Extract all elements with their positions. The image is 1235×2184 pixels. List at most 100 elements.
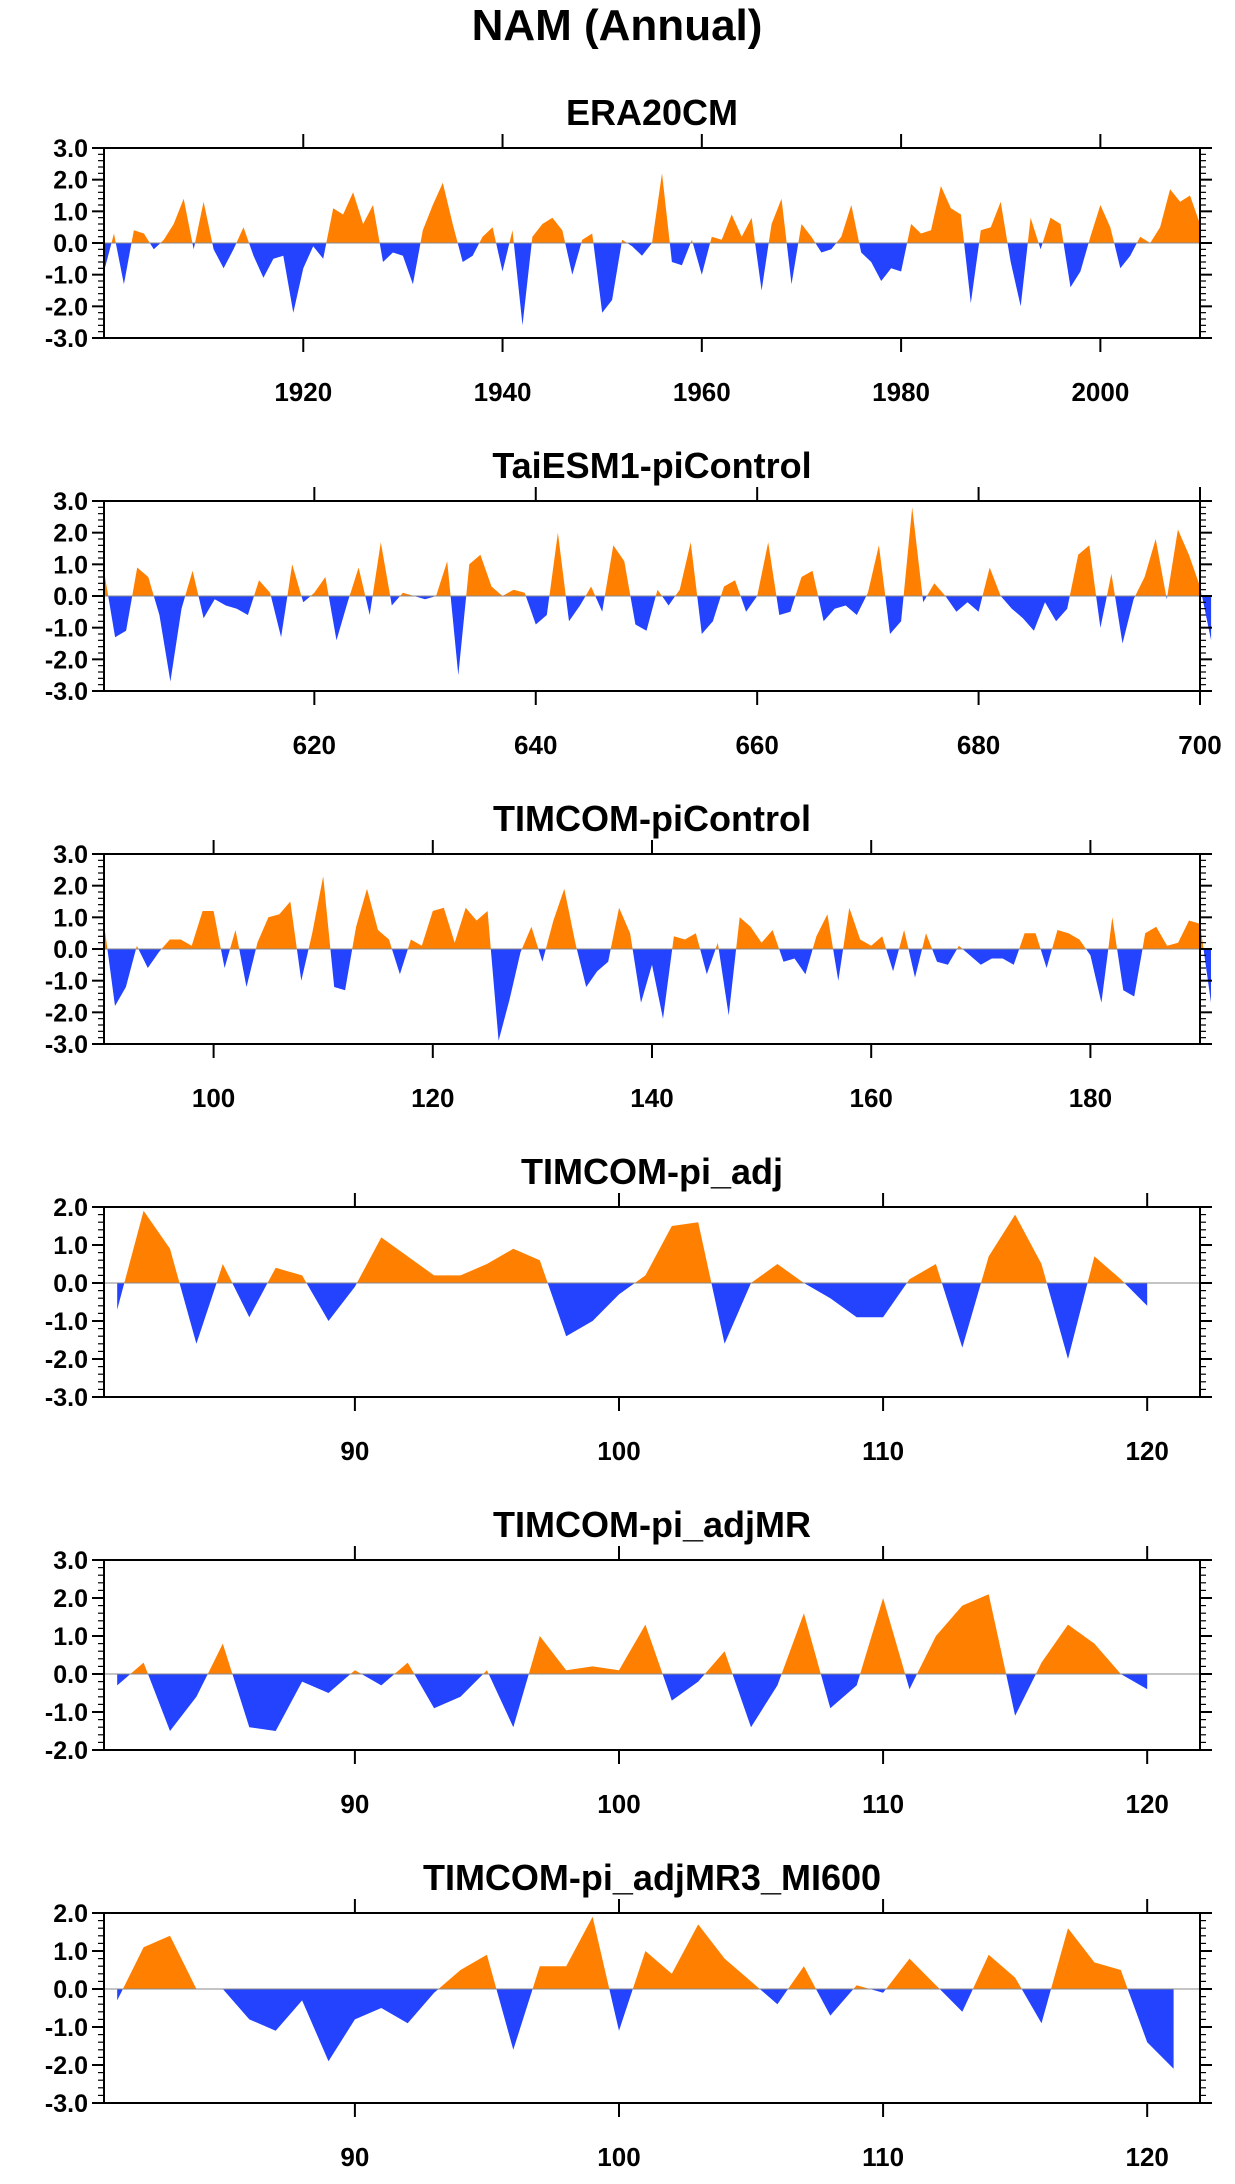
positive-area <box>899 930 909 949</box>
negative-area <box>153 596 186 682</box>
panel-title: TIMCOM-pi_adjMR <box>493 1504 811 1545</box>
negative-area <box>379 243 421 285</box>
x-tick-label: 110 <box>862 2142 904 2172</box>
y-tick-label: 0.0 <box>53 583 88 611</box>
chart-timcom-picontrol: TIMCOM-piControl 3.0 2.0 1.0 0.0 -1.0 -2.0 -3.… <box>45 798 1212 1113</box>
positive-area <box>394 1662 415 1674</box>
positive-area <box>903 507 923 596</box>
positive-area <box>407 907 491 949</box>
negative-area <box>547 1283 635 1337</box>
negative-area <box>270 596 288 638</box>
positive-area <box>634 1222 712 1283</box>
y-tick-label: 2.0 <box>53 1900 88 1928</box>
negative-area <box>149 243 161 250</box>
positive-area <box>528 1624 663 1674</box>
negative-area <box>945 596 983 612</box>
positive-area <box>922 933 933 949</box>
y-tick-label: -2.0 <box>45 2052 88 2080</box>
negative-area <box>117 1674 131 1686</box>
positive-area <box>768 198 787 243</box>
positive-area <box>161 911 221 949</box>
positive-area <box>326 192 380 243</box>
positive-area <box>479 227 497 243</box>
negative-area <box>630 596 656 631</box>
negative-area <box>391 949 408 975</box>
negative-area <box>513 243 532 326</box>
x-tick-label: 100 <box>192 1083 235 1113</box>
negative-area <box>759 1989 788 2005</box>
negative-area <box>249 243 327 313</box>
y-tick-label: 3.0 <box>53 1547 88 1575</box>
positive-area <box>132 567 154 596</box>
negative-area <box>296 949 309 981</box>
positive-area <box>812 914 834 949</box>
negative-area <box>692 243 711 275</box>
negative-area <box>525 596 550 625</box>
x-tick-label: 660 <box>735 730 778 760</box>
y-tick-label: -2.0 <box>45 646 88 674</box>
plot-frame <box>103 1559 1201 1751</box>
y-tick-label: 1.0 <box>53 198 88 226</box>
positive-area <box>866 545 886 596</box>
positive-area <box>957 945 963 949</box>
positive-area <box>788 1966 816 1989</box>
positive-area <box>1052 930 1086 949</box>
positive-area <box>860 1598 906 1674</box>
negative-area <box>192 243 195 250</box>
y-tick-label: -1.0 <box>45 1308 88 1336</box>
negative-area <box>700 949 716 975</box>
negative-area <box>117 1989 123 2001</box>
negative-area <box>1040 949 1052 968</box>
negative-area <box>301 596 311 603</box>
positive-area <box>982 567 1001 596</box>
positive-area <box>124 1210 180 1283</box>
positive-area <box>581 233 594 243</box>
positive-area <box>720 580 741 596</box>
x-tick-label: 2000 <box>1071 377 1129 407</box>
negative-area <box>1000 596 1070 631</box>
negative-area <box>390 596 401 606</box>
x-tick-label: 1920 <box>274 377 332 407</box>
positive-area <box>287 564 302 596</box>
positive-area <box>1027 217 1039 243</box>
x-tick-label: 1940 <box>474 377 532 407</box>
negative-area <box>776 596 796 615</box>
negative-area <box>1203 949 1211 1003</box>
x-tick-label: 640 <box>514 730 557 760</box>
negative-area <box>490 949 522 1041</box>
negative-area <box>1117 949 1143 997</box>
y-tick-label: -1.0 <box>45 968 88 996</box>
negative-area <box>1086 949 1109 1003</box>
negative-area <box>1115 596 1136 644</box>
y-tick-label: -2.0 <box>45 1737 88 1765</box>
positive-area <box>1019 933 1041 949</box>
positive-area <box>1035 1624 1121 1674</box>
negative-area <box>108 596 133 638</box>
y-tick-label: -3.0 <box>45 1384 88 1412</box>
negative-area <box>1166 596 1168 600</box>
negative-area <box>414 1674 484 1709</box>
positive-area <box>254 580 271 596</box>
negative-area <box>786 243 799 285</box>
positive-area <box>267 1267 307 1283</box>
negative-area <box>669 243 691 266</box>
negative-area <box>1127 1989 1174 2069</box>
positive-area <box>715 942 719 949</box>
negative-area <box>939 1989 973 2012</box>
negative-area <box>212 243 237 269</box>
positive-area <box>352 888 392 949</box>
figure-title: NAM (Annual) <box>472 1 763 50</box>
positive-area <box>130 1662 148 1674</box>
positive-area <box>349 567 366 596</box>
x-tick-label: 90 <box>340 2142 369 2172</box>
positive-area <box>350 1670 362 1674</box>
x-tick-label: 180 <box>1069 1083 1112 1113</box>
positive-area <box>632 1924 760 1989</box>
y-tick-label: 3.0 <box>53 488 88 516</box>
negative-area <box>1114 243 1137 269</box>
x-tick-label: 1980 <box>872 377 930 407</box>
positive-area <box>610 907 633 949</box>
negative-area <box>1202 596 1212 641</box>
negative-area <box>1038 243 1043 250</box>
